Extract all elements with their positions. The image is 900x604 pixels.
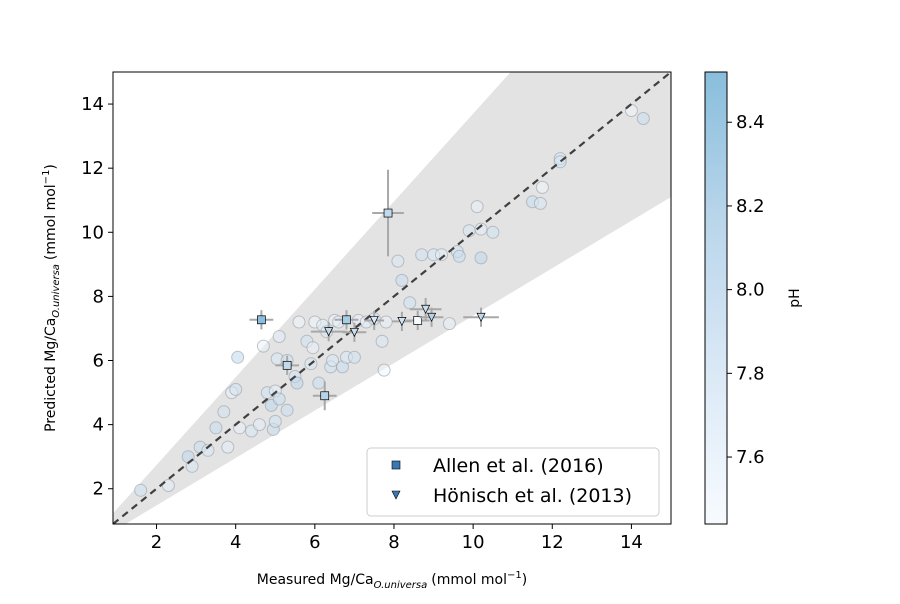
prediction-band-layer xyxy=(113,72,671,524)
y-tick-label: 6 xyxy=(93,351,104,372)
background-point xyxy=(217,405,231,419)
colorbar: 7.6 7.8 8.0 8.2 8.4 pH xyxy=(704,71,803,525)
y-tick-label: 10 xyxy=(81,222,104,243)
background-point xyxy=(326,354,340,367)
y-tick-label: 2 xyxy=(93,479,104,500)
background-point xyxy=(229,382,243,396)
legend-marker-triangle xyxy=(391,490,401,500)
x-axis-ticks: 2 4 6 8 10 12 14 xyxy=(151,524,643,553)
background-point xyxy=(306,341,320,355)
x-tick-label: 14 xyxy=(620,532,643,553)
background-point xyxy=(395,273,409,287)
background-point xyxy=(290,376,304,390)
legend-label-allen: Allen et al. (2016) xyxy=(433,455,604,477)
background-point xyxy=(134,483,148,497)
x-tick-label: 4 xyxy=(230,532,241,553)
series-layer xyxy=(249,169,499,411)
background-point xyxy=(231,350,245,364)
allen-point xyxy=(320,391,330,401)
y-axis-ticks: 2 4 6 8 10 12 14 xyxy=(81,94,113,500)
background-point xyxy=(252,418,266,432)
x-tick-label: 2 xyxy=(151,532,162,553)
background-point xyxy=(375,334,389,348)
honisch-point xyxy=(397,317,407,327)
colorbar-tick-label: 7.8 xyxy=(736,363,765,384)
background-point xyxy=(474,222,488,236)
allen-point xyxy=(413,316,423,325)
background-point xyxy=(452,249,466,263)
honisch-point xyxy=(324,327,334,337)
background-point xyxy=(268,414,282,428)
background-point xyxy=(486,225,500,239)
x-tick-label: 8 xyxy=(388,532,399,553)
allen-point xyxy=(282,360,292,370)
background-point xyxy=(636,112,650,125)
background-point xyxy=(256,339,270,353)
honisch-point xyxy=(427,312,437,323)
allen-point xyxy=(257,315,266,325)
background-point xyxy=(209,421,223,435)
x-axis-label: Measured Mg/CaO.universa (mmol mol−1) xyxy=(257,570,527,591)
colorbar-tick-label: 7.6 xyxy=(736,447,765,468)
background-point xyxy=(535,180,549,194)
background-point xyxy=(442,317,456,331)
x-tick-label: 10 xyxy=(462,532,485,553)
honisch-point xyxy=(421,304,431,315)
colorbar-tick-label: 8.4 xyxy=(736,112,765,133)
background-point xyxy=(391,254,405,268)
legend-box xyxy=(366,447,660,517)
y-tick-label: 14 xyxy=(81,94,104,115)
allen-point xyxy=(342,315,351,325)
background-point xyxy=(470,200,484,214)
legend: Allen et al. (2016) Hönisch et al. (2013… xyxy=(366,447,660,517)
x-tick-label: 12 xyxy=(541,532,564,553)
background-point xyxy=(292,315,306,329)
prediction-band xyxy=(113,72,671,524)
y-tick-label: 12 xyxy=(81,158,104,179)
background-point xyxy=(377,363,391,377)
legend-marker-square xyxy=(391,460,401,470)
background-point xyxy=(533,196,547,210)
honisch-point xyxy=(476,312,486,323)
background-point xyxy=(272,330,286,343)
background-point xyxy=(435,248,448,262)
background-point xyxy=(347,350,361,364)
colorbar-label: pH xyxy=(787,288,803,307)
legend-label-honisch: Hönisch et al. (2013) xyxy=(433,485,632,507)
background-point xyxy=(379,315,393,329)
colorbar-gradient xyxy=(704,71,728,525)
background-point xyxy=(403,296,417,310)
honisch-point xyxy=(369,316,379,326)
colorbar-tick-label: 8.2 xyxy=(736,196,765,217)
background-point xyxy=(221,440,235,454)
colorbar-tick-label: 8.0 xyxy=(736,280,765,301)
background-point xyxy=(280,403,294,417)
plot-frame xyxy=(112,71,672,525)
background-point xyxy=(415,248,429,262)
background-point xyxy=(312,376,326,390)
colorbar-ticks: 7.6 7.8 8.0 8.2 8.4 xyxy=(727,112,765,468)
allen-point xyxy=(383,208,393,218)
background-point xyxy=(272,392,286,406)
honisch-point xyxy=(349,327,359,338)
y-tick-label: 8 xyxy=(93,286,104,307)
background-point xyxy=(474,251,488,265)
background-point xyxy=(201,443,215,457)
y-axis-label: Predicted Mg/CaO.universa(mmol mol−1) xyxy=(41,164,62,432)
x-tick-label: 6 xyxy=(309,532,320,553)
y-tick-label: 4 xyxy=(93,415,104,436)
